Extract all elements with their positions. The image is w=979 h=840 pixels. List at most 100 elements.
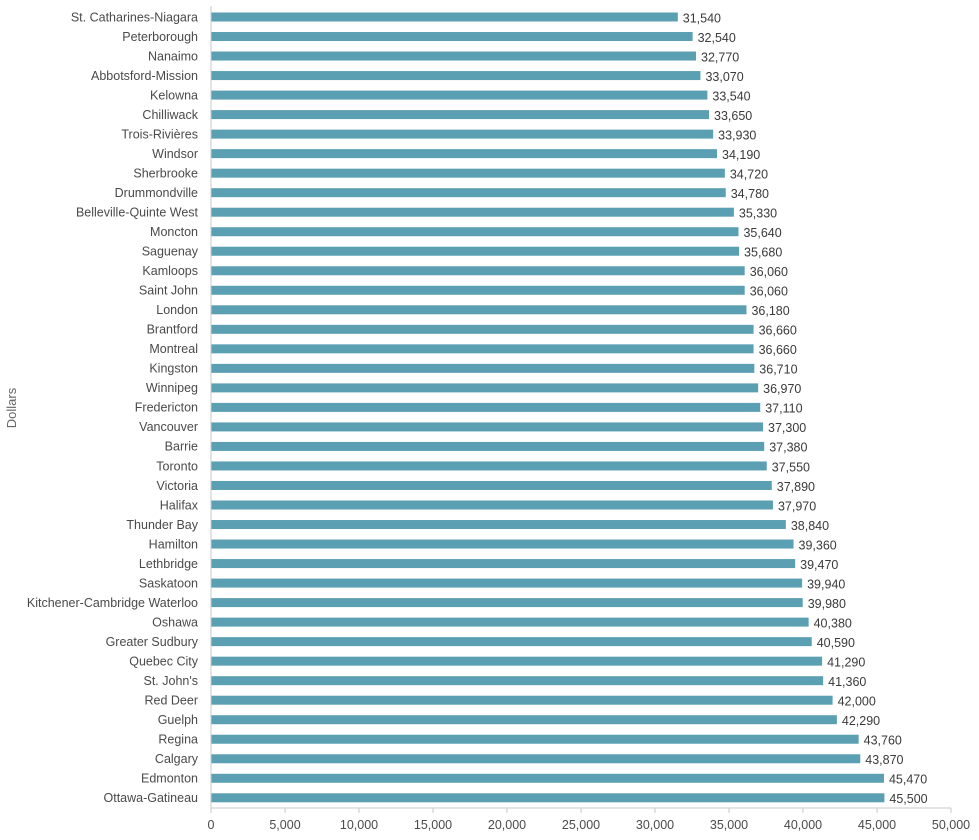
category-label: Kitchener-Cambridge Waterloo bbox=[27, 596, 198, 610]
value-label: 40,380 bbox=[814, 616, 852, 630]
x-tick-label: 15,000 bbox=[414, 818, 452, 832]
bar bbox=[211, 441, 765, 451]
value-label: 39,360 bbox=[799, 538, 837, 552]
bar bbox=[211, 637, 812, 647]
category-label: Moncton bbox=[150, 225, 198, 239]
category-label: Lethbridge bbox=[139, 557, 198, 571]
bar bbox=[211, 12, 678, 22]
category-label: Ottawa-Gatineau bbox=[104, 791, 199, 805]
bar bbox=[211, 266, 745, 276]
category-label: St. John's bbox=[144, 674, 199, 688]
value-label: 36,660 bbox=[759, 343, 797, 357]
bar bbox=[211, 188, 726, 198]
value-label: 34,780 bbox=[731, 187, 769, 201]
value-label: 36,060 bbox=[750, 265, 788, 279]
bar bbox=[211, 793, 885, 803]
category-label: London bbox=[156, 303, 198, 317]
category-label: Edmonton bbox=[141, 772, 198, 786]
category-label: Chilliwack bbox=[142, 108, 198, 122]
x-tick-label: 35,000 bbox=[710, 818, 748, 832]
bar bbox=[211, 734, 859, 744]
bar bbox=[211, 227, 739, 237]
value-label: 42,000 bbox=[838, 695, 876, 709]
bar bbox=[211, 715, 837, 725]
bar bbox=[211, 539, 794, 549]
value-label: 36,060 bbox=[750, 285, 788, 299]
value-label: 31,540 bbox=[683, 11, 721, 25]
value-label: 33,930 bbox=[718, 128, 756, 142]
value-label: 32,540 bbox=[698, 31, 736, 45]
x-tick-label: 25,000 bbox=[562, 818, 600, 832]
value-label: 39,940 bbox=[807, 577, 845, 591]
value-label: 34,190 bbox=[722, 148, 760, 162]
bar bbox=[211, 402, 761, 412]
category-labels: St. Catharines-Niagara Peterborough Nanaim… bbox=[27, 10, 199, 805]
category-label: Peterborough bbox=[122, 30, 198, 44]
bar bbox=[211, 51, 696, 61]
category-label: Windsor bbox=[152, 147, 198, 161]
category-label: Winnipeg bbox=[146, 381, 198, 395]
bar bbox=[211, 500, 773, 510]
bar bbox=[211, 246, 740, 256]
value-label: 41,360 bbox=[828, 675, 866, 689]
bar bbox=[211, 344, 754, 354]
category-label: Greater Sudbury bbox=[106, 635, 199, 649]
bar bbox=[211, 578, 803, 588]
bar bbox=[211, 285, 745, 295]
bar bbox=[211, 520, 786, 530]
value-label: 35,680 bbox=[744, 246, 782, 260]
value-label: 36,660 bbox=[759, 324, 797, 338]
bar bbox=[211, 305, 747, 315]
value-label: 40,590 bbox=[817, 636, 855, 650]
value-label: 33,650 bbox=[714, 109, 752, 123]
x-tick-label: 30,000 bbox=[636, 818, 674, 832]
value-label: 36,180 bbox=[751, 304, 789, 318]
value-label: 37,380 bbox=[769, 441, 807, 455]
value-label: 36,710 bbox=[759, 363, 797, 377]
category-label: Guelph bbox=[158, 713, 198, 727]
bar bbox=[211, 656, 823, 666]
value-label: 33,540 bbox=[712, 89, 750, 103]
bars-group bbox=[211, 12, 885, 803]
value-label: 37,970 bbox=[778, 499, 816, 513]
bar bbox=[211, 71, 701, 81]
category-label: Victoria bbox=[157, 479, 199, 493]
bar bbox=[211, 149, 718, 159]
x-tick-label: 40,000 bbox=[784, 818, 822, 832]
value-label: 42,290 bbox=[842, 714, 880, 728]
value-label: 35,330 bbox=[739, 207, 777, 221]
bar bbox=[211, 559, 796, 569]
value-label: 45,500 bbox=[889, 792, 927, 806]
y-axis-title: Dollars bbox=[4, 387, 19, 428]
category-label: St. Catharines-Niagara bbox=[71, 10, 198, 24]
bar bbox=[211, 480, 772, 490]
bar bbox=[211, 129, 714, 139]
x-tick-label: 0 bbox=[208, 818, 215, 832]
category-label: Belleville-Quinte West bbox=[76, 206, 199, 220]
category-label: Nanaimo bbox=[148, 49, 198, 63]
category-label: Regina bbox=[158, 733, 198, 747]
value-label: 43,760 bbox=[864, 734, 902, 748]
category-label: Kelowna bbox=[150, 88, 198, 102]
bar bbox=[211, 598, 803, 608]
x-axis-ticks: 0 5,000 10,000 15,000 20,000 25,000 30,000 35,0… bbox=[208, 808, 970, 832]
category-label: Red Deer bbox=[145, 694, 199, 708]
bar bbox=[211, 461, 767, 471]
category-label: Kingston bbox=[149, 362, 198, 376]
category-label: Vancouver bbox=[139, 420, 198, 434]
category-label: Fredericton bbox=[135, 401, 198, 415]
category-label: Sherbrooke bbox=[133, 166, 198, 180]
bar bbox=[211, 422, 764, 432]
bar bbox=[211, 695, 833, 705]
value-label: 37,550 bbox=[772, 460, 810, 474]
value-label: 34,720 bbox=[730, 167, 768, 181]
x-tick-label: 5,000 bbox=[269, 818, 300, 832]
category-label: Drummondville bbox=[115, 186, 198, 200]
value-labels: 31,540 32,540 32,770 33,070 33,540 33,650 33,9… bbox=[683, 11, 928, 806]
value-label: 37,300 bbox=[768, 421, 806, 435]
value-label: 45,470 bbox=[889, 773, 927, 787]
category-label: Brantford bbox=[147, 323, 198, 337]
bar bbox=[211, 324, 754, 334]
category-label: Toronto bbox=[156, 459, 198, 473]
